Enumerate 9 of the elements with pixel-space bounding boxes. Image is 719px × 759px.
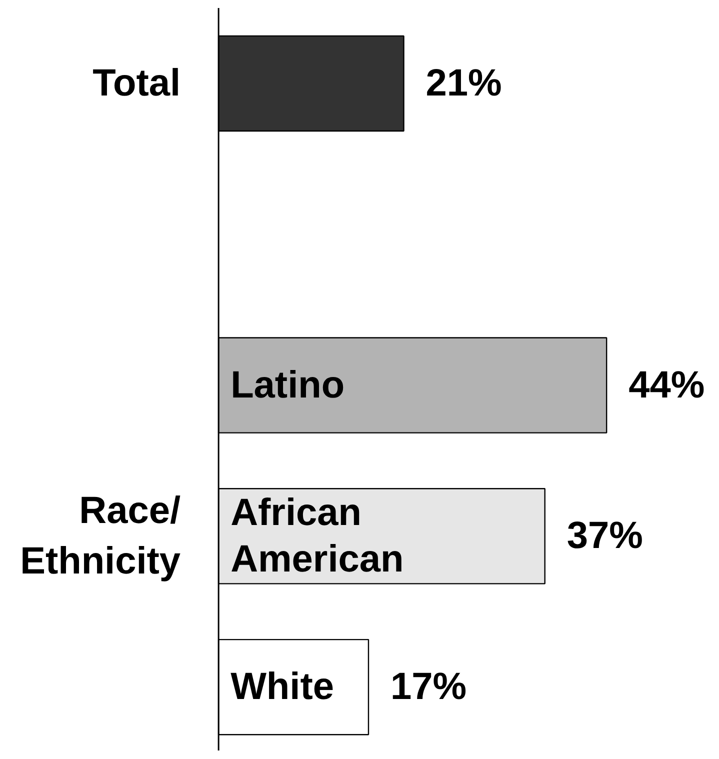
y-tick-label: White [230,666,334,708]
data-label: 17% [390,666,467,708]
data-label: 44% [628,364,705,406]
y-tick-label: African American [230,492,404,580]
y-tick-label: Latino [230,364,345,406]
data-label: 21% [426,62,502,104]
data-label: 37% [566,515,643,558]
text: Race/ Ethnicity [20,490,182,582]
y-tick-label: Total [92,62,181,104]
